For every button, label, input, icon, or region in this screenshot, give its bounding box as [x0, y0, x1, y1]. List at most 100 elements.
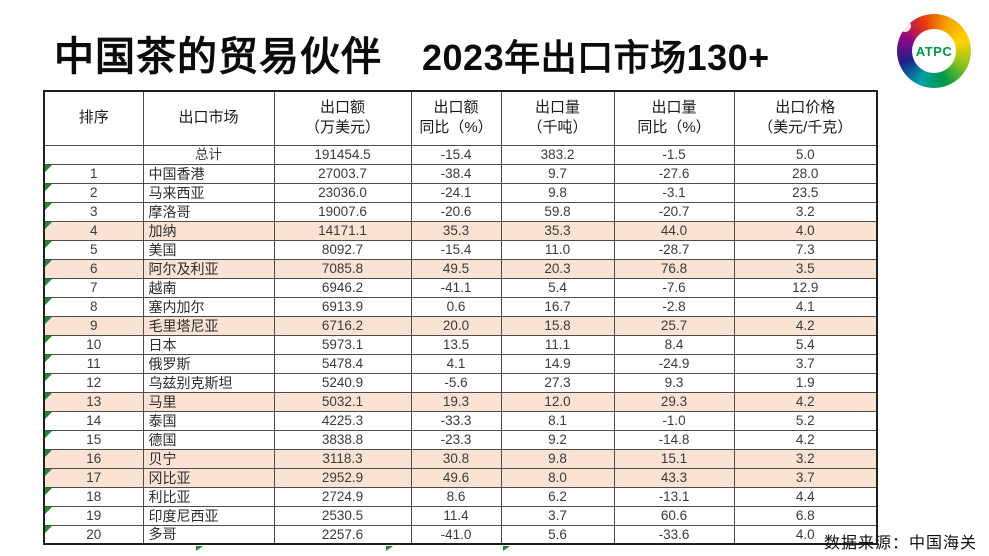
export-volume-cell: 5.4	[500, 277, 615, 298]
volume-yoy-cell: -13.1	[613, 486, 735, 507]
price-cell: 4.0	[733, 524, 878, 545]
market-cell: 利比亚	[142, 486, 275, 507]
export-volume-cell: 35.3	[500, 220, 615, 241]
price-cell: 5.4	[733, 334, 878, 355]
excel-error-triangle	[386, 546, 393, 551]
export-volume-cell: 9.7	[500, 163, 615, 184]
volume-yoy-cell: 15.1	[613, 448, 735, 469]
volume-yoy-cell: -14.8	[613, 429, 735, 450]
export-value-cell: 8092.7	[273, 239, 412, 260]
column-header: 出口额 （万美元）	[273, 90, 412, 146]
value-yoy-cell: -41.1	[410, 277, 502, 298]
title-row: 中国茶的贸易伙伴 2023年出口市场130+	[54, 24, 770, 82]
export-value-cell: 5973.1	[273, 334, 412, 355]
rank-cell: 8	[43, 296, 144, 317]
rank-cell: 14	[43, 410, 144, 431]
export-volume-cell: 15.8	[500, 315, 615, 336]
price-cell: 5.0	[733, 144, 878, 165]
export-value-cell: 5478.4	[273, 353, 412, 374]
volume-yoy-cell: 29.3	[613, 391, 735, 412]
rank-cell: 12	[43, 372, 144, 393]
table-row: 15 德国 3838.8 -23.3 9.2 -14.8 4.2	[43, 429, 878, 450]
rank-cell: 11	[43, 353, 144, 374]
volume-yoy-cell: -33.6	[613, 524, 735, 545]
price-cell: 28.0	[733, 163, 878, 184]
market-cell: 俄罗斯	[142, 353, 275, 374]
table-row: 9 毛里塔尼亚 6716.2 20.0 15.8 25.7 4.2	[43, 315, 878, 336]
export-value-cell: 3118.3	[273, 448, 412, 469]
export-value-cell: 2257.6	[273, 524, 412, 545]
market-cell: 加纳	[142, 220, 275, 241]
value-yoy-cell: 20.0	[410, 315, 502, 336]
column-header: 出口市场	[142, 90, 275, 146]
price-cell: 3.2	[733, 201, 878, 222]
value-yoy-cell: 49.6	[410, 467, 502, 488]
export-volume-cell: 3.7	[500, 505, 615, 526]
logo-text: ATPC	[915, 43, 953, 59]
volume-yoy-cell: 60.6	[613, 505, 735, 526]
excel-error-triangle	[196, 546, 203, 551]
value-yoy-cell: 11.4	[410, 505, 502, 526]
logo-inner-circle: ATPC	[912, 29, 956, 73]
rank-cell: 1	[43, 163, 144, 184]
value-yoy-cell: -5.6	[410, 372, 502, 393]
rank-cell: 17	[43, 467, 144, 488]
page-title: 中国茶的贸易伙伴	[54, 35, 382, 79]
export-value-cell: 19007.6	[273, 201, 412, 222]
value-yoy-cell: -38.4	[410, 163, 502, 184]
price-cell: 7.3	[733, 239, 878, 260]
value-yoy-cell: -23.3	[410, 429, 502, 450]
export-value-cell: 27003.7	[273, 163, 412, 184]
export-value-cell: 4225.3	[273, 410, 412, 431]
data-source: 数据来源：中国海关	[823, 535, 977, 552]
market-cell: 越南	[142, 277, 275, 298]
atpc-logo: ATPC	[895, 12, 973, 90]
export-volume-cell: 16.7	[500, 296, 615, 317]
rank-cell: 13	[43, 391, 144, 412]
export-volume-cell: 383.2	[500, 144, 615, 165]
price-cell: 4.1	[733, 296, 878, 317]
rainbow-swirl-icon: ATPC	[897, 14, 971, 88]
column-header: 出口额 同比（%）	[410, 90, 502, 146]
value-yoy-cell: 49.5	[410, 258, 502, 279]
table-row: 14 泰国 4225.3 -33.3 8.1 -1.0 5.2	[43, 410, 878, 431]
value-yoy-cell: -41.0	[410, 524, 502, 545]
volume-yoy-cell: -1.0	[613, 410, 735, 431]
market-cell: 多哥	[142, 524, 275, 545]
table-row: 6 阿尔及利亚 7085.8 49.5 20.3 76.8 3.5	[43, 258, 878, 279]
rank-cell: 2	[43, 182, 144, 203]
volume-yoy-cell: 9.3	[613, 372, 735, 393]
price-cell: 12.9	[733, 277, 878, 298]
table-row: 19 印度尼西亚 2530.5 11.4 3.7 60.6 6.8	[43, 505, 878, 526]
excel-error-triangle	[503, 546, 510, 551]
column-header: 出口价格 （美元/千克）	[733, 90, 878, 146]
rank-cell: 5	[43, 239, 144, 260]
table-row: 3 摩洛哥 19007.6 -20.6 59.8 -20.7 3.2	[43, 201, 878, 222]
price-cell: 4.2	[733, 315, 878, 336]
export-volume-cell: 8.1	[500, 410, 615, 431]
rank-cell: 19	[43, 505, 144, 526]
market-cell: 乌兹别克斯坦	[142, 372, 275, 393]
export-value-cell: 3838.8	[273, 429, 412, 450]
value-yoy-cell: -33.3	[410, 410, 502, 431]
value-yoy-cell: 13.5	[410, 334, 502, 355]
market-cell: 冈比亚	[142, 467, 275, 488]
market-cell: 总计	[142, 144, 275, 165]
price-cell: 4.4	[733, 486, 878, 507]
market-cell: 印度尼西亚	[142, 505, 275, 526]
export-volume-cell: 14.9	[500, 353, 615, 374]
volume-yoy-cell: 8.4	[613, 334, 735, 355]
export-volume-cell: 8.0	[500, 467, 615, 488]
volume-yoy-cell: -27.6	[613, 163, 735, 184]
column-header: 出口量 （千吨）	[500, 90, 615, 146]
export-volume-cell: 20.3	[500, 258, 615, 279]
table-row: 10 日本 5973.1 13.5 11.1 8.4 5.4	[43, 334, 878, 355]
value-yoy-cell: 4.1	[410, 353, 502, 374]
market-cell: 德国	[142, 429, 275, 450]
rank-cell: 20	[43, 524, 144, 545]
price-cell: 6.8	[733, 505, 878, 526]
export-value-cell: 5032.1	[273, 391, 412, 412]
table-header-row: 排序 出口市场 出口额 （万美元） 出口额 同比（%） 出口量 （千吨） 出口量 同比（%） 出口价…	[43, 90, 878, 146]
rank-cell: 9	[43, 315, 144, 336]
market-cell: 中国香港	[142, 163, 275, 184]
